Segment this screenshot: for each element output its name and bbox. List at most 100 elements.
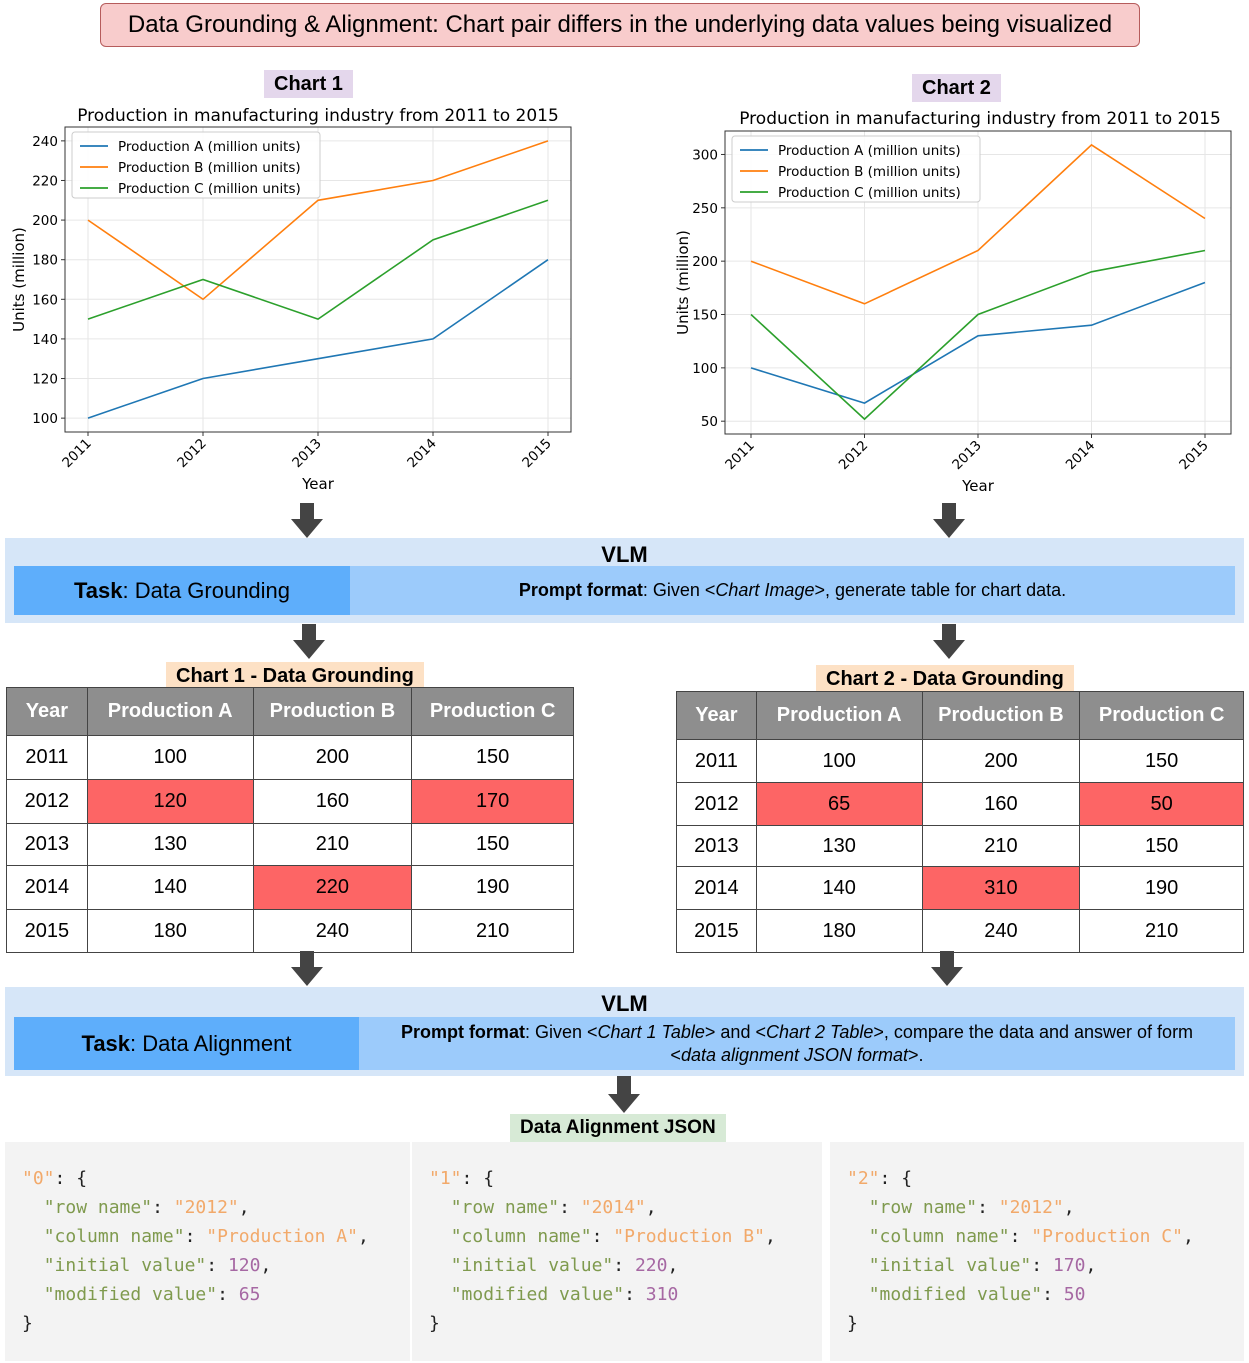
table-cell: 2015 <box>676 909 757 953</box>
x-tick-label: 2012 <box>836 438 872 474</box>
down-arrow-icon <box>933 503 965 538</box>
table-cell: 150 <box>411 735 574 780</box>
chart1-line-chart: Production in manufacturing industry fro… <box>10 106 572 493</box>
table-cell: 2013 <box>676 825 757 867</box>
legend-label: Production C (million units) <box>118 181 301 197</box>
json-index: "2" <box>847 1168 880 1189</box>
json-key: "column name" <box>868 1226 1010 1247</box>
table-row: 2013 130 210 150 <box>6 823 574 866</box>
json-value: "2014" <box>580 1197 646 1218</box>
x-axis-label: Year <box>961 477 995 495</box>
table-row: 2014 140 310 190 <box>676 866 1244 910</box>
chart2-label: Chart 2 <box>912 74 1001 102</box>
task-data-grounding: Task: Data Grounding <box>14 566 350 615</box>
prompt-format-grounding: Prompt format: Given <Chart Image>, gene… <box>350 566 1235 615</box>
json-index: "0" <box>22 1168 55 1189</box>
legend-label: Production B (million units) <box>778 164 961 180</box>
table-row: 2015 180 240 210 <box>6 909 574 953</box>
json-value: "2012" <box>173 1197 239 1218</box>
json-key: "modified value" <box>868 1284 1043 1305</box>
json-index: "1" <box>429 1168 462 1189</box>
table2-label: Chart 2 - Data Grounding <box>816 665 1074 693</box>
table-cell: 2014 <box>6 865 88 910</box>
x-axis-label: Year <box>301 475 335 493</box>
table-cell-highlighted: 120 <box>86 779 254 824</box>
table-cell: 180 <box>86 909 254 953</box>
json-key: "row name" <box>450 1197 560 1218</box>
json-label: Data Alignment JSON <box>510 1114 726 1142</box>
prompt-text: : Given < <box>642 580 716 600</box>
y-tick-label: 240 <box>32 134 58 150</box>
json-key: "modified value" <box>43 1284 218 1305</box>
chart1-label: Chart 1 <box>264 70 353 98</box>
legend-label: Production B (million units) <box>118 160 301 176</box>
prompt-placeholder: Chart 1 Table <box>597 1021 705 1042</box>
json-value: "2012" <box>998 1197 1064 1218</box>
table-cell: 180 <box>755 909 923 953</box>
table-cell: 190 <box>1079 866 1244 910</box>
table-row: 2011 100 200 150 <box>6 735 574 780</box>
table-row: 2013 130 210 150 <box>676 825 1244 867</box>
table2-data-grounding: Year Production A Production B Productio… <box>676 691 1244 953</box>
table-row: 2014 140 220 190 <box>6 865 574 910</box>
json-value: 50 <box>1063 1284 1086 1305</box>
json-key: "initial value" <box>450 1255 614 1276</box>
table-cell: 200 <box>921 739 1081 783</box>
y-axis-label: Units (million) <box>674 230 692 335</box>
table-cell: 2013 <box>6 823 88 866</box>
table-cell: 150 <box>411 823 574 866</box>
prompt-label: Prompt format <box>518 580 643 600</box>
legend-box <box>71 131 321 199</box>
json-block-0: "0": { "row name": "2012", "column name"… <box>5 1142 410 1361</box>
legend-label: Production C (million units) <box>778 185 961 201</box>
series-line <box>87 259 549 419</box>
json-key: "column name" <box>43 1226 185 1247</box>
table-row: 2012 120 160 170 <box>6 779 574 824</box>
json-value: "Production A" <box>206 1226 358 1247</box>
down-arrow-icon <box>291 503 323 538</box>
down-arrow-icon <box>931 951 963 986</box>
table-cell: 160 <box>252 779 413 824</box>
series-line <box>750 143 1206 305</box>
column-header: Production C <box>1079 691 1244 740</box>
column-header: Production B <box>252 687 413 736</box>
prompt-label: Prompt format <box>400 1021 525 1042</box>
series-line <box>87 199 549 320</box>
json-value: "Production B" <box>613 1226 765 1247</box>
down-arrow-icon <box>608 1076 640 1113</box>
y-tick-label: 50 <box>701 414 718 430</box>
vlm-grounding-panel: VLM Task: Data Grounding Prompt format: … <box>5 538 1244 623</box>
series-line <box>750 249 1206 421</box>
y-tick-label: 220 <box>32 173 58 189</box>
table-cell: 2014 <box>676 866 757 910</box>
json-value: 220 <box>634 1255 668 1276</box>
prompt-text: : Given < <box>524 1021 598 1042</box>
task-data-alignment: Task: Data Alignment <box>14 1017 359 1070</box>
json-value: "Production C" <box>1031 1226 1183 1247</box>
prompt-placeholder: data alignment JSON format <box>680 1044 909 1065</box>
table1-label: Chart 1 - Data Grounding <box>166 662 424 690</box>
legend-label: Production A (million units) <box>118 139 301 155</box>
y-tick-label: 160 <box>32 292 58 308</box>
down-arrow-icon <box>933 624 965 659</box>
y-tick-label: 200 <box>32 213 58 229</box>
table-cell: 210 <box>252 823 413 866</box>
json-key: "row name" <box>868 1197 978 1218</box>
table-cell-highlighted: 170 <box>411 779 574 824</box>
table-cell: 140 <box>755 866 923 910</box>
column-header: Production C <box>411 687 574 736</box>
json-value: 170 <box>1052 1255 1086 1276</box>
series-line <box>750 281 1206 404</box>
json-key: "initial value" <box>43 1255 207 1276</box>
column-header: Production A <box>755 691 923 740</box>
y-tick-label: 250 <box>692 201 718 217</box>
y-tick-label: 120 <box>32 372 58 388</box>
vlm-title: VLM <box>601 991 648 1016</box>
table-cell: 130 <box>86 823 254 866</box>
json-key: "column name" <box>450 1226 592 1247</box>
prompt-text: >, compare the data and answer of form <box>873 1021 1194 1042</box>
json-block-2: "2": { "row name": "2012", "column name"… <box>830 1142 1244 1361</box>
y-tick-label: 180 <box>32 253 58 269</box>
table-cell: 2011 <box>676 739 757 783</box>
y-tick-label: 140 <box>32 332 58 348</box>
